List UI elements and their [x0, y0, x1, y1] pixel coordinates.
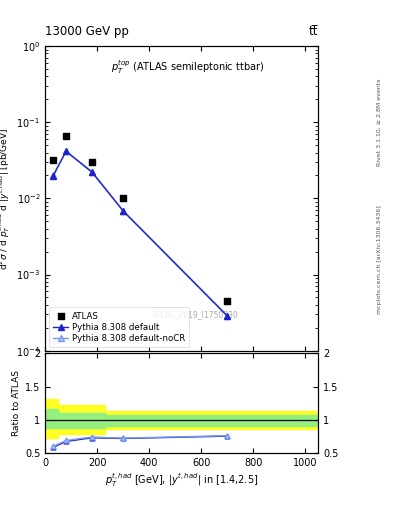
X-axis label: $p_T^{t,had}$ [GeV], $|y^{t,had}|$ in [1.4,2.5]: $p_T^{t,had}$ [GeV], $|y^{t,had}|$ in [1…	[105, 472, 259, 489]
Text: 13000 GeV pp: 13000 GeV pp	[45, 26, 129, 38]
Y-axis label: d$^2\sigma$ / d $p_T^{t,had}$ d $|y^{t,had}|$ [pb/GeV]: d$^2\sigma$ / d $p_T^{t,had}$ d $|y^{t,h…	[0, 127, 12, 269]
Pythia 8.308 default	[121, 208, 126, 214]
ATLAS	[50, 156, 56, 164]
Pythia 8.308 default-noCR	[64, 148, 68, 154]
Pythia 8.308 default	[64, 148, 68, 155]
Text: mcplots.cern.ch [arXiv:1306.3436]: mcplots.cern.ch [arXiv:1306.3436]	[377, 205, 382, 314]
Y-axis label: Ratio to ATLAS: Ratio to ATLAS	[12, 370, 21, 436]
Text: Rivet 3.1.10, ≥ 2.8M events: Rivet 3.1.10, ≥ 2.8M events	[377, 78, 382, 166]
Text: ATLAS_2019_I1750330: ATLAS_2019_I1750330	[152, 310, 239, 318]
Pythia 8.308 default-noCR	[121, 207, 126, 214]
Legend: ATLAS, Pythia 8.308 default, Pythia 8.308 default-noCR: ATLAS, Pythia 8.308 default, Pythia 8.30…	[49, 307, 189, 347]
Line: Pythia 8.308 default: Pythia 8.308 default	[50, 148, 230, 319]
ATLAS	[63, 133, 69, 141]
Pythia 8.308 default-noCR	[90, 168, 94, 175]
Text: $p_T^{top}$ (ATLAS semileptonic ttbar): $p_T^{top}$ (ATLAS semileptonic ttbar)	[111, 58, 264, 76]
Pythia 8.308 default-noCR	[51, 173, 55, 179]
Line: Pythia 8.308 default-noCR: Pythia 8.308 default-noCR	[50, 148, 230, 318]
Pythia 8.308 default	[51, 173, 55, 179]
Pythia 8.308 default-noCR	[225, 312, 230, 318]
Pythia 8.308 default	[90, 169, 94, 176]
Text: tt̅: tt̅	[309, 26, 318, 38]
Pythia 8.308 default	[225, 313, 230, 319]
ATLAS	[89, 158, 95, 166]
ATLAS	[224, 297, 230, 305]
ATLAS	[120, 195, 127, 203]
